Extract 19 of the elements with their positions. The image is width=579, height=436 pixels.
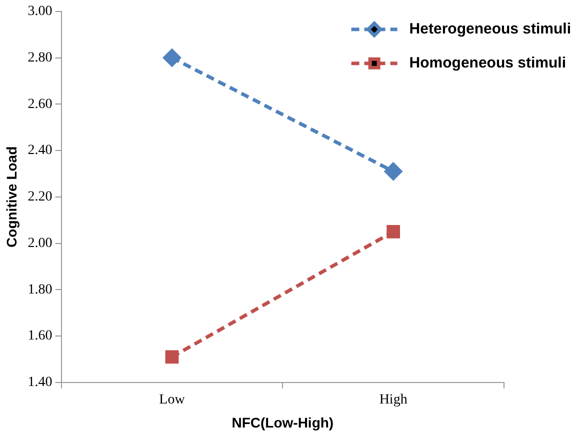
legend-label: Homogeneous stimuli [409, 54, 566, 72]
y-axis-title: Cognitive Load [3, 146, 20, 248]
y-tick-label: 2.60 [28, 96, 52, 112]
x-axis-title: NFC(Low-High) [232, 414, 334, 430]
y-tick-label: 1.80 [28, 282, 52, 298]
y-tick-label: 2.40 [28, 143, 52, 158]
point [165, 350, 179, 364]
legend-label: Heterogeneous stimuli [409, 20, 572, 38]
point [163, 49, 181, 67]
x-tick-label: High [379, 392, 408, 408]
y-tick-label: 2.00 [28, 236, 52, 251]
point [386, 224, 400, 238]
y-tick-label: 3.00 [28, 4, 52, 20]
y-tick-label: 2.80 [28, 50, 52, 66]
point [384, 162, 402, 180]
y-tick-label: 2.20 [28, 190, 52, 205]
y-tick-label: 1.60 [28, 328, 52, 344]
y-tick-label: 1.40 [28, 375, 52, 390]
x-tick-label: Low [159, 392, 186, 408]
